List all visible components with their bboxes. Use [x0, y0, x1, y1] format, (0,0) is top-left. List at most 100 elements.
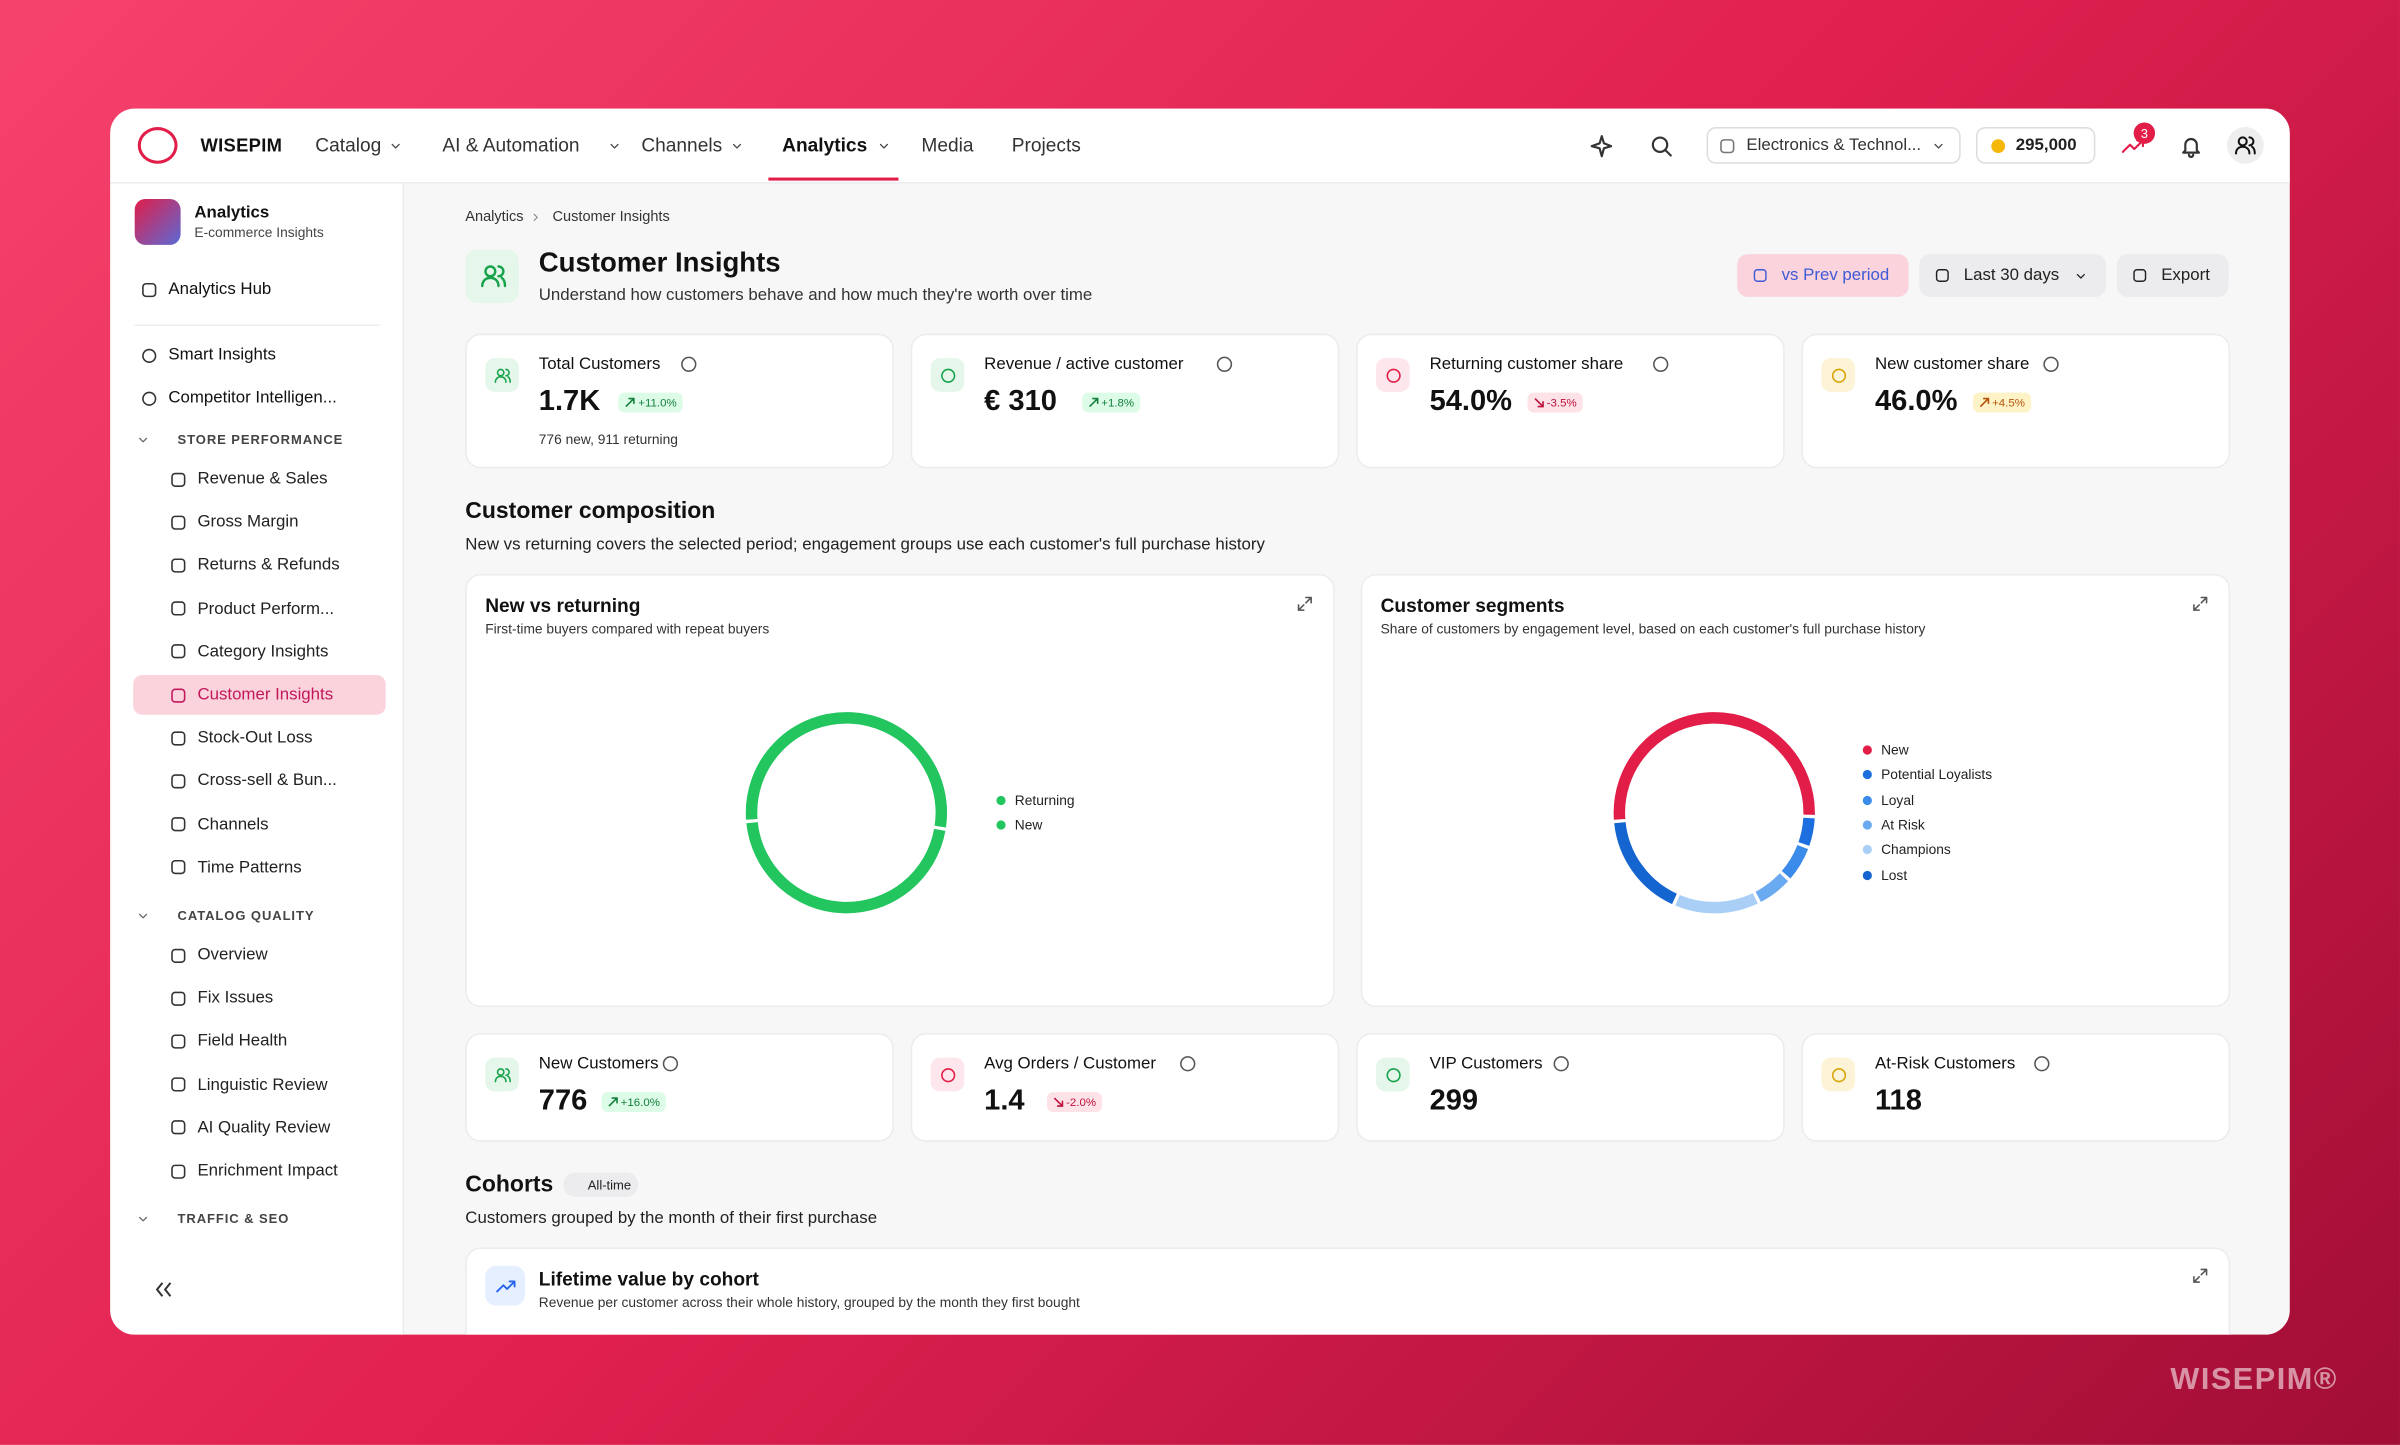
store-selector[interactable] — [1706, 127, 1961, 164]
icon-item — [170, 817, 185, 832]
item — [170, 1163, 185, 1179]
kpi-icon-glyph — [493, 367, 511, 383]
sidebar-item[interactable]: Channels — [197, 815, 269, 834]
kpi-icon-glyph — [493, 1067, 511, 1082]
sidebar-group[interactable]: STORE PERFORMANCE — [177, 431, 344, 447]
sidebar-item[interactable]: Gross Margin — [197, 513, 299, 532]
kpi-value: 46.0% — [1874, 385, 1958, 418]
icon-kpi-icon-glyph — [493, 367, 511, 383]
item — [170, 817, 185, 832]
notification-badge: 3 — [2133, 122, 2156, 144]
sidebar-item[interactable]: Revenue & Sales — [197, 469, 328, 489]
icon-item — [170, 1120, 185, 1135]
icon-search — [1651, 135, 1672, 156]
icon-chevron — [609, 143, 618, 148]
icon-kpi-icon-glyph — [940, 1067, 955, 1082]
sidebar-group[interactable]: TRAFFIC & SEO — [177, 1210, 290, 1227]
kpi-icon-glyph — [1831, 1067, 1846, 1082]
legend-label: Champions — [1881, 842, 1951, 858]
icon-chevron — [138, 436, 147, 442]
chevron — [732, 143, 741, 148]
button-label[interactable]: Export — [2161, 266, 2210, 285]
sidebar-item[interactable]: Smart Insights — [168, 345, 276, 365]
trend-arrow — [1533, 397, 1544, 408]
kpi-label: New Customers — [538, 1054, 659, 1073]
sidebar-item[interactable]: Competitor Intelligen... — [168, 388, 337, 408]
collapse[interactable] — [153, 1279, 174, 1305]
kpi-label: New customer share — [1874, 355, 2030, 374]
button[interactable] — [2116, 254, 2229, 297]
sidebar-item[interactable]: Cross-sell & Bun... — [197, 772, 337, 791]
icon-item — [170, 515, 185, 530]
coin — [1991, 139, 2006, 154]
info — [662, 1056, 678, 1072]
button-label[interactable]: vs Prev period — [1781, 266, 1890, 285]
kpi-icon-glyph — [1385, 1067, 1400, 1082]
sidebar-item[interactable]: Category Insights — [197, 642, 329, 661]
nav-item[interactable]: Projects — [1011, 134, 1081, 157]
sidebar-item[interactable]: Linguistic Review — [197, 1075, 328, 1094]
icon-item — [170, 1034, 185, 1049]
sidebar-item[interactable]: Customer Insights — [197, 685, 334, 705]
kpi-change: +1.8% — [1081, 392, 1141, 413]
credits: 295,000 — [2015, 136, 2077, 155]
sidebar-item[interactable]: Field Health — [197, 1032, 288, 1051]
sidebar-item[interactable]: Overview — [197, 945, 268, 965]
item — [170, 471, 185, 487]
nav-item[interactable]: Channels — [641, 134, 723, 157]
kpi-label: At-Risk Customers — [1874, 1054, 2016, 1073]
cohort-card-title: Lifetime value by cohort — [538, 1268, 759, 1291]
sidebar-group[interactable]: CATALOG QUALITY — [177, 907, 315, 923]
sidebar-hub[interactable]: Analytics Hub — [168, 280, 272, 299]
legend-label: Loyal — [1881, 792, 1915, 808]
nav-item[interactable]: Analytics — [782, 134, 868, 157]
sidebar-item[interactable]: Fix Issues — [197, 989, 274, 1008]
legend-dot — [1862, 845, 1872, 855]
nav-item[interactable]: Catalog — [315, 134, 382, 157]
legend-label: Returning — [1014, 792, 1075, 809]
icon-expand — [2192, 1267, 2207, 1283]
trend-arrow — [1979, 397, 1989, 408]
trend-arrow — [607, 1097, 618, 1107]
item — [141, 347, 156, 363]
kpi-icon-glyph — [1385, 367, 1400, 383]
legend-dot — [1862, 745, 1872, 755]
breadcrumb[interactable]: Analytics — [465, 208, 524, 226]
cohorts-badge: All-time — [563, 1172, 639, 1197]
nav-item[interactable]: AI & Automation — [442, 134, 580, 157]
nav-item[interactable]: Media — [921, 134, 974, 157]
page-title: Customer Insights — [538, 247, 781, 278]
item — [170, 558, 185, 573]
icon-avatar-icon — [2235, 136, 2256, 155]
icon-kpi-icon-glyph — [493, 1067, 511, 1082]
avatar-icon — [2235, 136, 2256, 155]
button-label[interactable]: Last 30 days — [1963, 266, 2060, 285]
legend-dot — [1862, 770, 1872, 780]
donut-segment — [1614, 821, 1677, 905]
item — [170, 774, 185, 789]
sparkle — [1589, 134, 1612, 157]
sidebar-item[interactable]: Stock-Out Loss — [197, 728, 313, 748]
header-icon-glyph — [480, 264, 506, 287]
sidebar — [110, 183, 405, 1335]
sidebar-item[interactable]: Returns & Refunds — [197, 556, 340, 575]
donut-segment — [746, 822, 946, 914]
icon-button-icon — [2133, 269, 2147, 282]
icon-bell — [2181, 137, 2200, 158]
sidebar-item[interactable]: Enrichment Impact — [197, 1161, 338, 1181]
legend-dot — [996, 820, 1006, 831]
chevron — [390, 143, 399, 148]
kpi-label: Avg Orders / Customer — [984, 1054, 1157, 1073]
button[interactable] — [1919, 254, 2107, 297]
kpi-change: -2.0% — [1046, 1092, 1103, 1112]
kpi-value: 299 — [1429, 1085, 1479, 1118]
legend-dot — [996, 795, 1006, 806]
sidebar-item[interactable]: Time Patterns — [197, 858, 302, 877]
sidebar-item[interactable]: AI Quality Review — [197, 1118, 331, 1137]
donut-segment — [1755, 873, 1789, 902]
donut-segment — [1798, 817, 1815, 846]
sidebar-item[interactable]: Product Perform... — [197, 599, 335, 618]
kpi-icon — [1376, 1057, 1410, 1092]
chevron — [1933, 143, 1942, 148]
trend-arrow — [625, 397, 635, 408]
